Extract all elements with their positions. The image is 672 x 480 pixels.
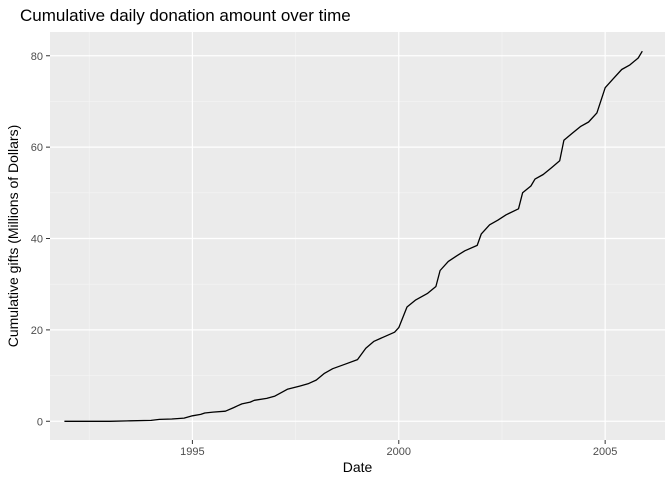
y-tick-label: 80 xyxy=(31,51,43,63)
series-layer xyxy=(64,50,643,422)
chart-title: Cumulative daily donation amount over ti… xyxy=(20,6,351,25)
axes: 1995 2000 2005 0 20 40 60 80 xyxy=(31,51,618,458)
minor-gridlines xyxy=(50,32,665,440)
x-axis-title: Date xyxy=(343,459,373,475)
x-tick-label: 2000 xyxy=(387,446,411,458)
series-line xyxy=(64,50,643,422)
y-tick-label: 40 xyxy=(31,234,43,246)
y-tick-label: 0 xyxy=(37,416,43,428)
y-tick-label: 60 xyxy=(31,142,43,154)
plot-panel xyxy=(50,32,665,440)
y-tick-label: 20 xyxy=(31,325,43,337)
x-tick-label: 1995 xyxy=(180,446,204,458)
y-axis-title: Cumulative gifts (Millions of Dollars) xyxy=(5,125,21,348)
x-tick-label: 2005 xyxy=(593,446,617,458)
